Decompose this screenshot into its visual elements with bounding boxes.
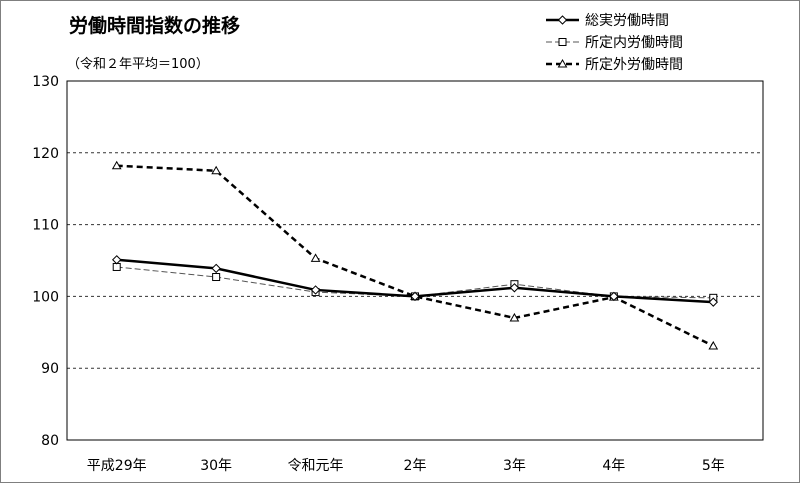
y-tick-label: 120 (32, 146, 59, 162)
y-tick-label: 130 (32, 74, 59, 90)
chart-title: 労働時間指数の推移 (69, 14, 240, 37)
y-axis-ticks: 80 90 100 110 120 130 (32, 74, 59, 449)
x-tick-label: 30年 (200, 458, 232, 474)
diamond-marker (557, 15, 568, 25)
x-tick-label: 平成29年 (87, 458, 147, 474)
triangle-marker (310, 253, 321, 262)
legend-label: 所定外労働時間 (585, 57, 683, 73)
legend-item: 所定外労働時間 (546, 57, 683, 73)
triangle-marker (111, 160, 122, 170)
legend-item: 所定内労働時間 (546, 35, 683, 51)
diamond-marker (609, 291, 619, 302)
square-marker (558, 38, 567, 46)
x-tick-label: 3年 (503, 458, 526, 474)
series-line (116, 164, 714, 348)
series-0 (112, 255, 718, 307)
y-tick-label: 110 (32, 218, 59, 234)
x-tick-label: 2年 (404, 458, 427, 474)
triangle-marker (211, 165, 222, 175)
legend-label: 総実労働時間 (585, 13, 669, 29)
square-marker (112, 262, 121, 271)
legend-label: 所定内労働時間 (585, 35, 683, 51)
series-2 (111, 160, 719, 350)
y-tick-label: 80 (41, 433, 59, 449)
legend-item: 総実労働時間 (546, 13, 669, 29)
triangle-marker (509, 312, 520, 322)
y-tick-label: 100 (32, 289, 59, 305)
diamond-marker (708, 297, 718, 307)
diamond-marker (112, 255, 122, 265)
diamond-marker (410, 291, 420, 302)
diamond-marker (310, 285, 321, 295)
square-marker (212, 273, 221, 282)
series-group (111, 160, 719, 350)
triangle-marker (708, 340, 719, 350)
x-axis-ticks: 平成29年 30年 令和元年 2年 3年 4年 5年 (87, 458, 725, 474)
plot-area (66, 80, 764, 441)
diamond-marker (211, 263, 221, 274)
y-tick-label: 90 (41, 361, 59, 377)
x-tick-label: 令和元年 (288, 458, 344, 474)
x-tick-label: 5年 (702, 458, 725, 474)
x-tick-label: 4年 (602, 458, 625, 474)
chart-subtitle: （令和２年平均＝100） (67, 57, 209, 72)
diamond-marker (509, 283, 520, 293)
triangle-marker (557, 58, 568, 68)
gridlines (67, 152, 763, 369)
